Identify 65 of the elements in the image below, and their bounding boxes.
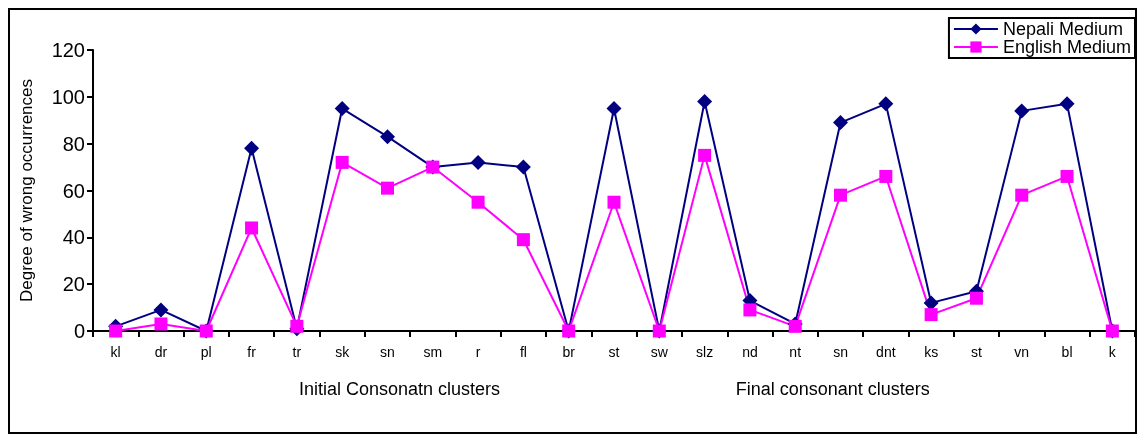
x-tick-label: k [1108,344,1117,360]
point [834,188,848,202]
point [923,295,939,311]
x-tick-label: bl [1061,344,1073,360]
x-tick-label: tr [292,344,302,360]
x-tick-label: br [562,344,576,360]
point [470,154,486,170]
point [607,195,621,209]
x-tick-label: sk [335,344,351,360]
x-tick-label: vn [1014,344,1030,360]
y-tick-label: 0 [73,320,85,342]
point [153,302,169,318]
legend-label: English Medium [1002,37,1132,57]
point [471,195,485,209]
point [878,96,894,112]
x-tick-label: sn [833,344,848,360]
x-tick-label: kl [110,344,121,360]
point [154,317,168,331]
legend-label: Nepali Medium [1002,19,1124,39]
point [1060,169,1074,183]
y-tick-label: 20 [62,273,85,296]
y-tick-label: 80 [62,132,85,155]
point [244,140,260,156]
x-tick-label: sw [650,344,669,360]
point [697,94,713,110]
x-tick-label: sn [380,344,395,360]
point [290,319,304,333]
x-tick-label: st [608,344,620,360]
point [109,324,123,338]
point [698,148,712,162]
x-tick-label: dr [154,344,168,360]
text: Initial Consonatn clusters [298,379,501,399]
y-axis-title: Degree of wrong occurrences [17,78,36,303]
y-tick-label: 40 [62,226,85,249]
point [1015,188,1029,202]
point [334,101,350,117]
y-tick-label: 60 [62,179,85,202]
x-tick-label: slz [696,344,714,360]
x-tick-label: fr [247,344,257,360]
point [969,291,983,305]
point [1014,103,1030,119]
x-tick-label: dnt [876,344,896,360]
x-tick-label: nd [742,344,758,360]
y-tick-label: 100 [51,85,85,108]
point [516,233,530,247]
point [833,115,849,131]
point [515,159,531,175]
point [743,303,757,317]
point [245,221,259,235]
x-tick-label: sm [423,344,443,360]
text: Final consonant clusters [735,379,930,399]
y-tick-label: 120 [51,39,85,61]
x-tick-label: ks [924,344,939,360]
point [924,308,938,322]
point [1059,96,1075,112]
point [380,181,394,195]
x-tick-label: fl [519,344,527,360]
x-tick-label: r [475,344,481,360]
point [379,129,395,145]
x-tick-label: nt [789,344,802,360]
point [606,101,622,117]
x-tick-label: pl [200,344,212,360]
x-tick-label: st [970,344,982,360]
point [335,155,349,169]
point [879,169,893,183]
